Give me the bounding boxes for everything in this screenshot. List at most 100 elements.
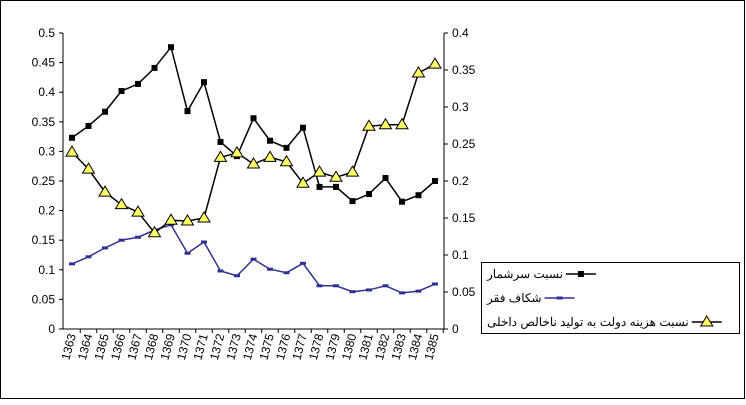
- point: [279, 154, 294, 167]
- point: [250, 115, 257, 122]
- x-tick-label: 1365: [91, 332, 112, 362]
- legend-marker: [556, 296, 563, 300]
- y2-tick-label: 0.3: [452, 100, 469, 114]
- point: [395, 117, 409, 130]
- x-tick-label: 1370: [174, 332, 195, 362]
- x-tick-label: 1377: [289, 332, 310, 362]
- point: [316, 284, 323, 288]
- y2-tick-label: 0.1: [452, 248, 469, 262]
- y-tick-label: 0.2: [38, 204, 55, 218]
- y2-tick-label: 0.15: [452, 211, 476, 225]
- y-tick-label: 0.15: [32, 233, 56, 247]
- x-tick-label: 1368: [141, 332, 162, 362]
- point: [85, 122, 92, 129]
- y-tick-label: 0.45: [32, 56, 56, 70]
- y-tick-label: 0.25: [32, 174, 56, 188]
- point: [85, 255, 92, 259]
- y-tick-label: 0.3: [38, 144, 55, 158]
- y-tick-label: 0.1: [38, 263, 55, 277]
- y2-tick-label: 0.05: [452, 285, 476, 299]
- point: [399, 291, 405, 295]
- point: [399, 198, 405, 205]
- point: [147, 225, 162, 238]
- point: [428, 57, 442, 69]
- x-tick-label: 1381: [355, 332, 376, 362]
- x-tick-label: 1378: [306, 332, 327, 362]
- point: [415, 289, 422, 293]
- y2-tick-label: 0.35: [452, 63, 476, 77]
- point: [180, 213, 195, 226]
- point: [102, 246, 108, 250]
- x-tick-label: 1366: [108, 332, 129, 362]
- legend-label: نسبت سرشمار: [486, 267, 563, 281]
- x-tick-label: 1376: [273, 332, 294, 362]
- point: [234, 274, 240, 278]
- x-tick-label: 1363: [58, 332, 79, 362]
- point: [316, 183, 323, 190]
- point: [382, 284, 389, 288]
- point: [415, 192, 422, 199]
- point: [230, 145, 244, 158]
- point: [283, 271, 290, 275]
- y2-tick-label: 0: [452, 322, 459, 336]
- point: [135, 80, 141, 87]
- x-tick-label: 1372: [207, 332, 228, 362]
- x-tick-label: 1379: [322, 332, 343, 362]
- point: [263, 150, 277, 162]
- point: [102, 108, 108, 115]
- y2-tick-label: 0.2: [452, 174, 469, 188]
- x-tick-label: 1384: [405, 332, 426, 362]
- y-tick-label: 0.05: [32, 292, 56, 306]
- point: [250, 257, 257, 261]
- x-tick-label: 1369: [157, 332, 178, 362]
- point: [213, 150, 228, 162]
- point: [366, 191, 372, 198]
- point: [151, 64, 158, 71]
- y-tick-label: 0.4: [38, 85, 55, 99]
- point: [168, 44, 174, 51]
- point: [345, 165, 360, 177]
- y-tick-label: 0.5: [38, 26, 55, 40]
- x-tick-label: 1382: [372, 332, 393, 362]
- point: [217, 138, 224, 145]
- point: [164, 213, 178, 225]
- point: [201, 240, 207, 244]
- point: [296, 176, 310, 188]
- point: [329, 170, 343, 182]
- point: [98, 185, 112, 197]
- point: [333, 284, 339, 288]
- point: [300, 124, 306, 131]
- point: [217, 269, 224, 273]
- y2-tick-label: 0.4: [452, 26, 469, 40]
- point: [81, 162, 96, 174]
- point: [135, 235, 141, 239]
- point: [432, 178, 438, 184]
- point: [197, 211, 211, 223]
- x-tick-label: 1364: [75, 332, 96, 362]
- x-tick-label: 1373: [223, 332, 244, 362]
- x-tick-label: 1367: [124, 332, 145, 362]
- point: [69, 134, 75, 141]
- point: [65, 145, 79, 157]
- x-tick-label: 1371: [190, 332, 211, 362]
- x-tick-label: 1375: [256, 332, 277, 362]
- point: [333, 183, 339, 190]
- point: [267, 267, 273, 271]
- point: [201, 79, 207, 86]
- y-tick-label: 0: [48, 322, 55, 336]
- point: [246, 157, 261, 169]
- point: [432, 282, 438, 286]
- x-tick-label: 1380: [339, 332, 360, 362]
- point: [349, 290, 356, 294]
- point: [184, 251, 191, 255]
- point: [69, 262, 75, 266]
- y2-tick-label: 0.25: [452, 137, 476, 151]
- y-tick-label: 0.35: [32, 115, 56, 129]
- point: [114, 197, 129, 210]
- point: [131, 205, 145, 217]
- legend-label: نسبت هزینه دولت به تولید ناخالص داخلی: [487, 315, 689, 329]
- x-tick-label: 1383: [388, 332, 409, 362]
- x-tick-label: 1374: [240, 332, 261, 362]
- point: [118, 238, 125, 242]
